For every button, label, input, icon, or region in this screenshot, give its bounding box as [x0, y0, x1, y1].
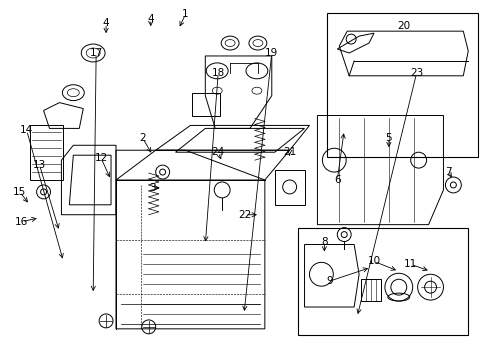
- Text: 18: 18: [211, 68, 224, 78]
- Text: 7: 7: [444, 167, 451, 177]
- Text: 11: 11: [403, 259, 416, 269]
- Text: 6: 6: [333, 175, 340, 185]
- Text: 19: 19: [264, 48, 278, 58]
- Text: 3: 3: [149, 183, 156, 193]
- Text: 4: 4: [147, 14, 154, 24]
- Bar: [326, 13, 477, 157]
- Text: 12: 12: [94, 153, 107, 163]
- Text: 24: 24: [211, 147, 224, 157]
- Text: 1: 1: [182, 9, 188, 19]
- Text: 17: 17: [89, 48, 102, 58]
- Text: 10: 10: [366, 256, 380, 266]
- Text: 13: 13: [33, 160, 46, 170]
- Text: 9: 9: [325, 276, 332, 286]
- Bar: [297, 228, 468, 335]
- Text: 5: 5: [385, 133, 391, 143]
- Text: 8: 8: [321, 237, 327, 247]
- Text: 15: 15: [13, 187, 26, 197]
- Text: 23: 23: [409, 68, 423, 78]
- Text: 20: 20: [396, 21, 409, 31]
- Text: 22: 22: [238, 210, 251, 220]
- Text: 4: 4: [102, 18, 109, 28]
- Text: 16: 16: [15, 217, 28, 227]
- Text: 14: 14: [20, 125, 33, 135]
- Text: 21: 21: [283, 147, 296, 157]
- Text: 2: 2: [139, 133, 146, 143]
